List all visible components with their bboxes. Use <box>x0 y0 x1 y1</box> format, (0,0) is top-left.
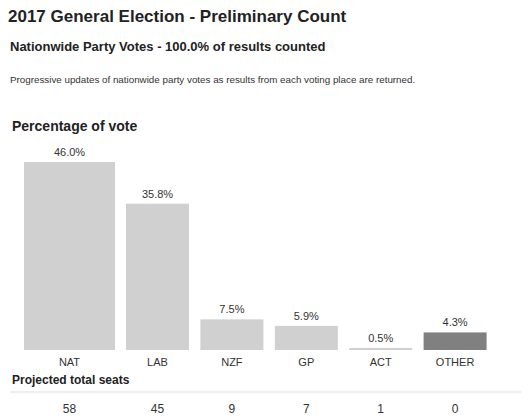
background <box>0 0 531 420</box>
separator <box>10 392 521 393</box>
x-tick-label: ACT <box>370 356 392 368</box>
data-label: 46.0% <box>54 146 85 158</box>
data-label: 0.5% <box>368 332 393 344</box>
seat-count: 1 <box>377 402 384 416</box>
data-label: 5.9% <box>294 310 319 322</box>
note: Progressive updates of nationwide party … <box>10 74 415 85</box>
bar <box>126 204 189 350</box>
subtitle: Nationwide Party Votes - 100.0% of resul… <box>10 39 326 54</box>
x-tick-label: NAT <box>59 356 80 368</box>
bar <box>200 319 263 350</box>
data-label: 4.3% <box>443 316 468 328</box>
page-title: 2017 General Election - Preliminary Coun… <box>8 7 347 26</box>
x-tick-label: LAB <box>147 356 168 368</box>
bar <box>24 162 115 350</box>
seat-count: 0 <box>452 402 459 416</box>
data-label: 7.5% <box>219 303 244 315</box>
bars <box>24 162 487 350</box>
x-tick-label: NZF <box>221 356 243 368</box>
seat-count: 9 <box>229 402 236 416</box>
seats-title: Projected total seats <box>12 373 130 387</box>
bar <box>424 332 487 350</box>
seat-count: 7 <box>303 402 310 416</box>
data-label: 35.8% <box>142 188 173 200</box>
seat-count: 45 <box>151 402 165 416</box>
x-tick-label: GP <box>298 356 314 368</box>
bar <box>275 326 338 350</box>
x-tick-label: OTHER <box>436 356 475 368</box>
chart-title: Percentage of vote <box>12 118 137 134</box>
bar <box>349 348 412 350</box>
chart-canvas: 2017 General Election - Preliminary Coun… <box>0 0 531 420</box>
seat-count: 58 <box>63 402 77 416</box>
